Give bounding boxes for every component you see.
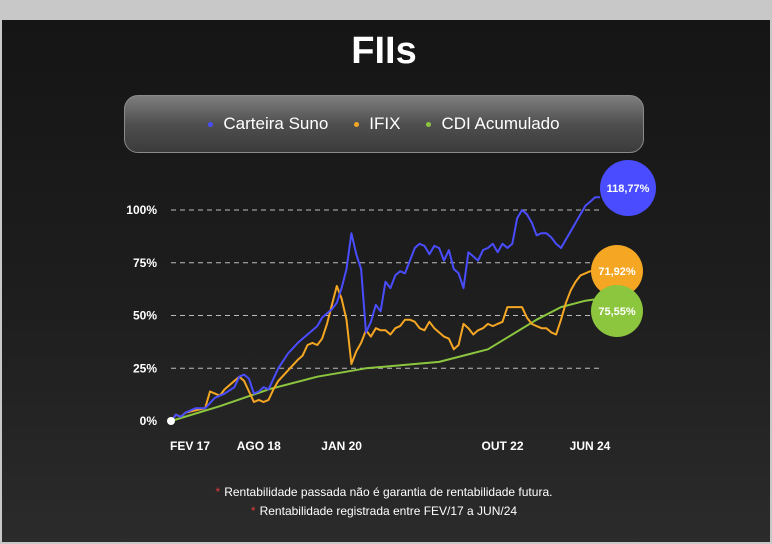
- footnote-text-2: Rentabilidade registrada entre FEV/17 a …: [259, 504, 518, 518]
- y-tick-label: 50%: [133, 309, 157, 323]
- final-value-badge-cdi: [591, 285, 643, 337]
- legend-dot-ifix: [354, 121, 360, 127]
- series-line-ifix: [170, 270, 601, 422]
- y-tick-label: 0%: [140, 414, 158, 428]
- final-value-label-carteira: 118,77%: [607, 183, 650, 195]
- legend-item-carteira: Carteira Suno: [208, 114, 328, 134]
- series-line-carteira: [170, 196, 600, 422]
- final-value-label-ifix: 71,92%: [598, 266, 636, 278]
- x-tick-label: AGO 18: [237, 439, 281, 453]
- footnote-period: * Rentabilidade registrada entre FEV/17 a…: [250, 504, 518, 518]
- legend-dot-cdi: [426, 121, 432, 127]
- origin-dot: [167, 417, 175, 425]
- y-tick-label: 75%: [133, 256, 157, 270]
- legend-item-ifix: IFIX: [354, 114, 400, 134]
- legend-label-ifix: IFIX: [369, 114, 401, 133]
- page-title: FIIs: [351, 30, 417, 72]
- x-tick-label: JAN 20: [321, 439, 362, 453]
- final-value-label-cdi: 75,55%: [598, 306, 636, 318]
- footnote-text-1: Rentabilidade passada não é garantia de …: [224, 485, 553, 499]
- legend-label-carteira: Carteira Suno: [223, 114, 329, 133]
- final-value-badge-carteira: [600, 160, 656, 216]
- final-value-badge-ifix: [591, 245, 643, 297]
- legend-label-cdi: CDI Acumulado: [441, 114, 560, 133]
- legend-item-cdi: CDI Acumulado: [426, 114, 560, 134]
- y-tick-label: 100%: [126, 203, 157, 217]
- y-tick-label: 25%: [133, 361, 157, 375]
- x-tick-label: JUN 24: [570, 439, 611, 453]
- legend-dot-carteira: [208, 121, 214, 127]
- chart-legend: Carteira Suno IFIX CDI Acumulado: [124, 95, 644, 153]
- footnote-disclaimer: * Rentabilidade passada não é garantia de…: [215, 485, 553, 499]
- x-tick-label: OUT 22: [481, 439, 523, 453]
- series-line-cdi: [170, 297, 601, 422]
- x-tick-label: FEV 17: [170, 439, 210, 453]
